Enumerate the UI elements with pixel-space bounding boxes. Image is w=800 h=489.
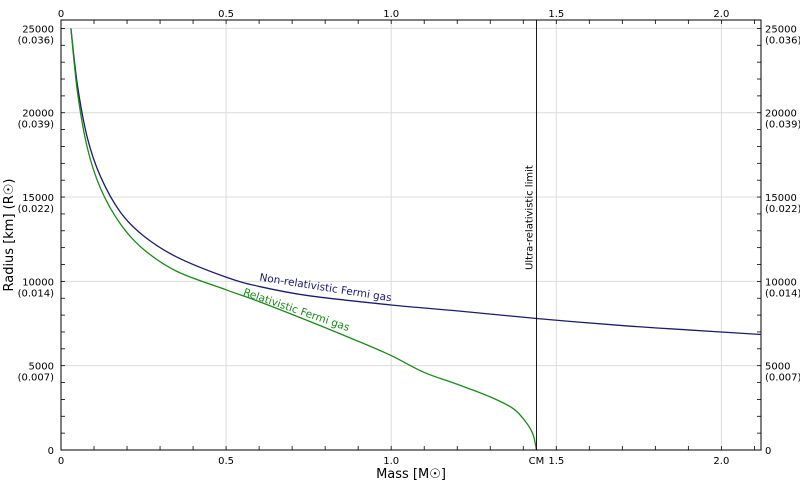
plot-frame — [60, 19, 762, 451]
y-tick-sublabel: (0.039) — [18, 120, 55, 131]
y-tick-sublabel: (0.007) — [18, 373, 55, 384]
y-tick-label: 15000 — [22, 193, 54, 204]
y-axis-title: Radius [km] (R☉) — [2, 178, 17, 291]
y-tick-label: 5000 — [29, 362, 54, 373]
y-tick-sublabel-right: (0.036) — [765, 35, 800, 46]
y-tick-label-right: 5000 — [765, 362, 790, 373]
y-tick-label: 20000 — [22, 109, 54, 120]
y-tick-label: 10000 — [22, 277, 54, 288]
x-tick-label-top: 0 — [58, 9, 64, 20]
x-tick-label: 2.0 — [713, 456, 729, 467]
y-tick-label-right: 25000 — [765, 24, 797, 35]
chandrasekhar-mass-label: CM — [529, 456, 545, 467]
x-tick-label: 0 — [58, 456, 64, 467]
y-tick-label-right: 20000 — [765, 109, 797, 120]
ultra-relativistic-limit-label: Ultra-relativistic limit — [524, 165, 535, 270]
x-tick-label-top: 1.0 — [383, 9, 399, 20]
y-tick-label-right: 0 — [765, 446, 771, 457]
y-tick-label-right: 10000 — [765, 277, 797, 288]
y-tick-sublabel: (0.022) — [18, 204, 55, 215]
series — [70, 28, 762, 451]
y-tick-sublabel-right: (0.022) — [765, 204, 800, 215]
x-tick-label: 0.5 — [218, 456, 234, 467]
x-axis-title: Mass [M☉] — [376, 467, 446, 482]
x-tick-label: 1.0 — [383, 456, 399, 467]
y-tick-sublabel-right: (0.039) — [765, 120, 800, 131]
non-relativistic-curve — [70, 28, 762, 336]
y-tick-sublabel-right: (0.014) — [765, 288, 800, 299]
y-tick-label-right: 15000 — [765, 193, 797, 204]
x-tick-label-top: 1.5 — [548, 9, 564, 20]
x-marker: Ultra-relativistic limit CM — [524, 20, 544, 467]
x-tick-label: 1.5 — [548, 456, 564, 467]
y-tick-sublabel: (0.036) — [18, 35, 55, 46]
relativistic-curve — [70, 28, 538, 451]
y-tick-label: 25000 — [22, 24, 54, 35]
x-tick-label-top: 2.0 — [713, 9, 729, 20]
y-tick-sublabel-right: (0.007) — [765, 373, 800, 384]
y-tick-label: 0 — [48, 446, 54, 457]
grid — [61, 20, 761, 450]
axis-ticks: 000.50.51.01.01.51.52.02.025000(0.036)25… — [18, 9, 800, 467]
y-tick-sublabel: (0.014) — [18, 288, 55, 299]
x-tick-label-top: 0.5 — [218, 9, 234, 20]
